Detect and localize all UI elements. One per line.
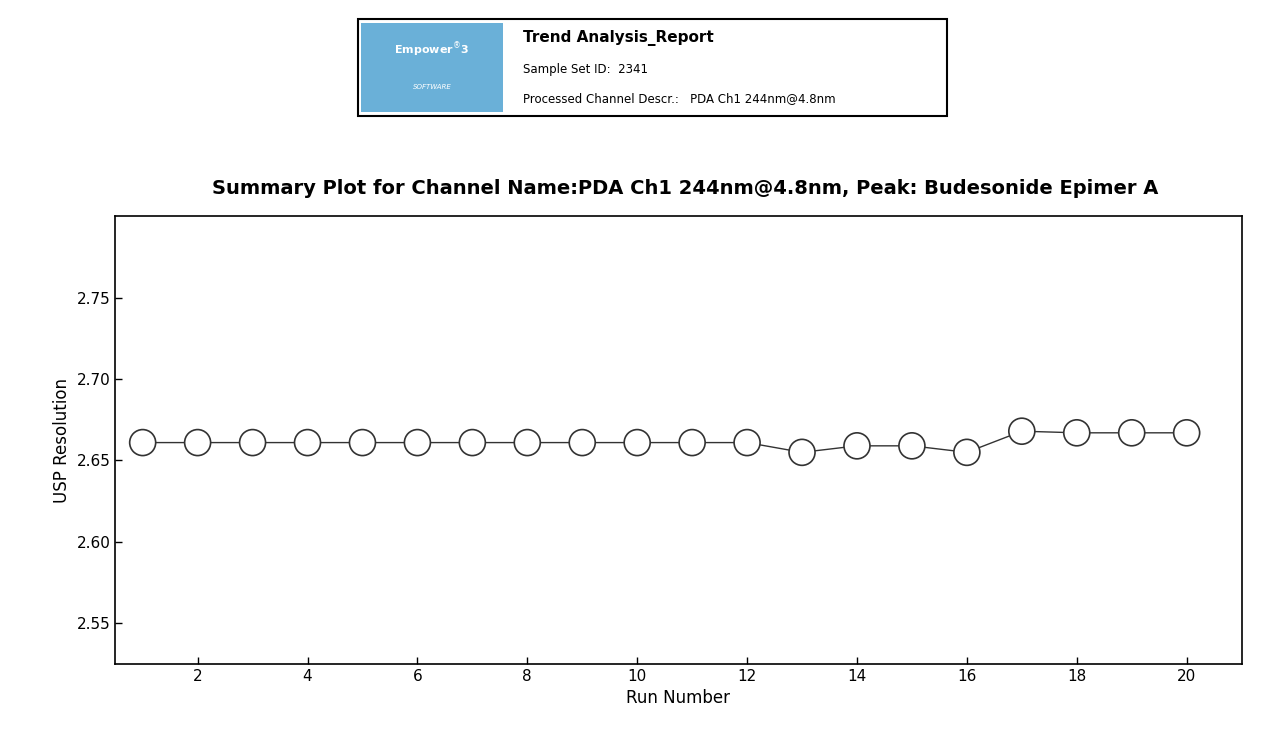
Text: Processed Channel Descr.:   PDA Ch1 244nm@4.8nm: Processed Channel Descr.: PDA Ch1 244nm@… [524,92,836,104]
Ellipse shape [349,430,375,456]
Ellipse shape [899,433,925,459]
Ellipse shape [954,439,980,466]
Bar [361,22,503,112]
Ellipse shape [1064,420,1089,446]
Ellipse shape [625,430,650,456]
Text: Empower$^{\circledR}$3: Empower$^{\circledR}$3 [394,40,470,59]
Ellipse shape [404,430,430,456]
Ellipse shape [680,430,705,456]
Ellipse shape [1119,420,1144,446]
Y-axis label: USP Resolution: USP Resolution [52,377,70,503]
Ellipse shape [460,430,485,456]
Ellipse shape [788,439,815,466]
Text: Sample Set ID:  2341: Sample Set ID: 2341 [524,63,648,75]
Text: SOFTWARE: SOFTWARE [412,84,452,90]
Ellipse shape [570,430,595,456]
Text: Trend Analysis_Report: Trend Analysis_Report [524,30,714,46]
Ellipse shape [239,430,265,456]
Ellipse shape [294,430,320,456]
Ellipse shape [1174,420,1199,446]
Ellipse shape [735,430,760,456]
Ellipse shape [1009,419,1034,444]
Ellipse shape [515,430,540,456]
X-axis label: Run Number: Run Number [626,689,731,707]
Text: Summary Plot for Channel Name:PDA Ch1 244nm@4.8nm, Peak: Budesonide Epimer A: Summary Plot for Channel Name:PDA Ch1 24… [211,179,1158,198]
Ellipse shape [844,433,870,459]
Ellipse shape [129,430,156,456]
Ellipse shape [184,430,211,456]
